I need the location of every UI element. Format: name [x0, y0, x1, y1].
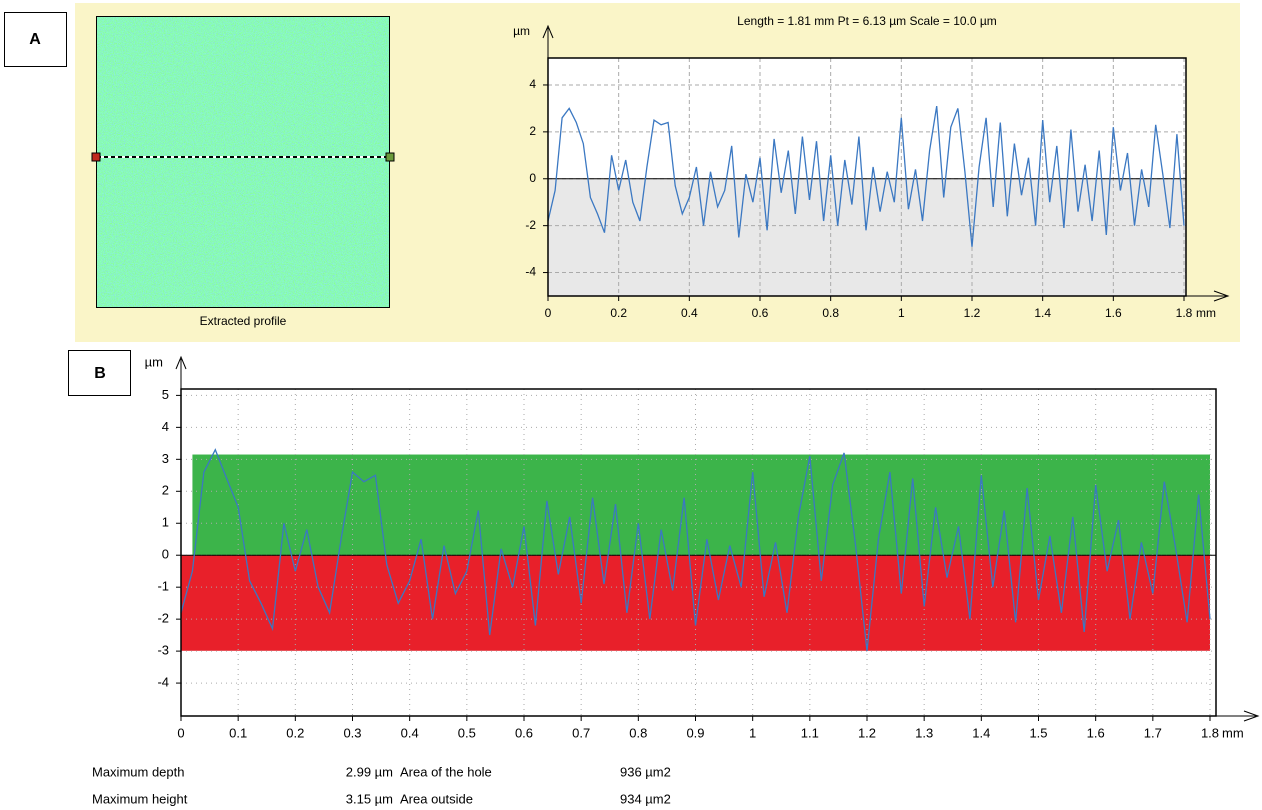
y-tick-label: -2 [157, 611, 169, 626]
x-tick-label: 0.8 [629, 725, 647, 740]
x-tick-label: 1 [898, 306, 905, 320]
y-tick-label: 0 [529, 171, 536, 185]
x-tick-label: 0.4 [401, 725, 419, 740]
page: A Extracted profile B Maximum depth 2.99… [0, 0, 1262, 810]
x-tick-label: 1.7 [1144, 725, 1162, 740]
stat-value: 936 µm2 [620, 764, 671, 779]
profile-end [386, 153, 394, 161]
panel-label: A [29, 31, 41, 48]
x-tick-label: 0.7 [572, 725, 590, 740]
y-tick-label: 3 [162, 451, 169, 466]
x-tick-label: 1.3 [915, 725, 933, 740]
x-tick-label: 0.6 [752, 306, 769, 320]
x-tick-label: 0.4 [681, 306, 698, 320]
panel-label: B [94, 365, 106, 382]
x-unit: mm [1196, 306, 1216, 320]
stat-value: 3.15 µm [346, 791, 393, 806]
y-tick-label: -4 [157, 675, 169, 690]
y-tick-label: 2 [529, 124, 536, 138]
x-tick-label: 1.4 [1034, 306, 1051, 320]
band [192, 455, 1210, 556]
x-tick-label: 1.8 [1176, 306, 1193, 320]
x-tick-label: 1.6 [1087, 725, 1105, 740]
x-tick-label: 0.9 [686, 725, 704, 740]
x-tick-label: 0.6 [515, 725, 533, 740]
stat-label: Maximum height [92, 791, 188, 806]
chart-title: Length = 1.81 mm Pt = 6.13 µm Scale = 10… [737, 14, 997, 28]
y-tick-label: -1 [157, 579, 169, 594]
x-tick-label: 1.5 [1029, 725, 1047, 740]
x-tick-label: 0.1 [229, 725, 247, 740]
y-tick-label: -3 [157, 643, 169, 658]
x-tick-label: 1.2 [964, 306, 981, 320]
x-tick-label: 1 [749, 725, 756, 740]
stat-label: Area outside [400, 791, 473, 806]
x-tick-label: 0.2 [610, 306, 627, 320]
y-tick-label: -2 [525, 218, 536, 232]
y-tick-label: 4 [529, 77, 536, 91]
y-tick-label: -4 [525, 265, 536, 279]
y-tick-label: 0 [162, 547, 169, 562]
image-caption: Extracted profile [200, 314, 287, 328]
x-tick-label: 1.8 [1201, 725, 1219, 740]
x-tick-label: 0 [177, 725, 184, 740]
x-tick-label: 0.5 [458, 725, 476, 740]
x-tick-label: 0.8 [822, 306, 839, 320]
stat-value: 934 µm2 [620, 791, 671, 806]
x-tick-label: 1.6 [1105, 306, 1122, 320]
figure: A Extracted profile B Maximum depth 2.99… [0, 0, 1262, 810]
x-tick-label: 0.2 [286, 725, 304, 740]
y-unit: µm [513, 24, 530, 38]
y-tick-label: 2 [162, 483, 169, 498]
x-tick-label: 1.4 [972, 725, 990, 740]
x-tick-label: 1.1 [801, 725, 819, 740]
y-tick-label: 5 [162, 387, 169, 402]
surface-image [96, 16, 390, 308]
x-tick-label: 0.3 [343, 725, 361, 740]
stat-value: 2.99 µm [346, 764, 393, 779]
profile-start [92, 153, 100, 161]
x-unit: mm [1222, 725, 1244, 740]
x-tick-label: 1.2 [858, 725, 876, 740]
stat-label: Area of the hole [400, 764, 492, 779]
stat-label: Maximum depth [92, 764, 184, 779]
y-tick-label: 4 [162, 419, 169, 434]
x-tick-label: 0 [545, 306, 552, 320]
y-tick-label: 1 [162, 515, 169, 530]
y-unit: µm [145, 354, 163, 369]
